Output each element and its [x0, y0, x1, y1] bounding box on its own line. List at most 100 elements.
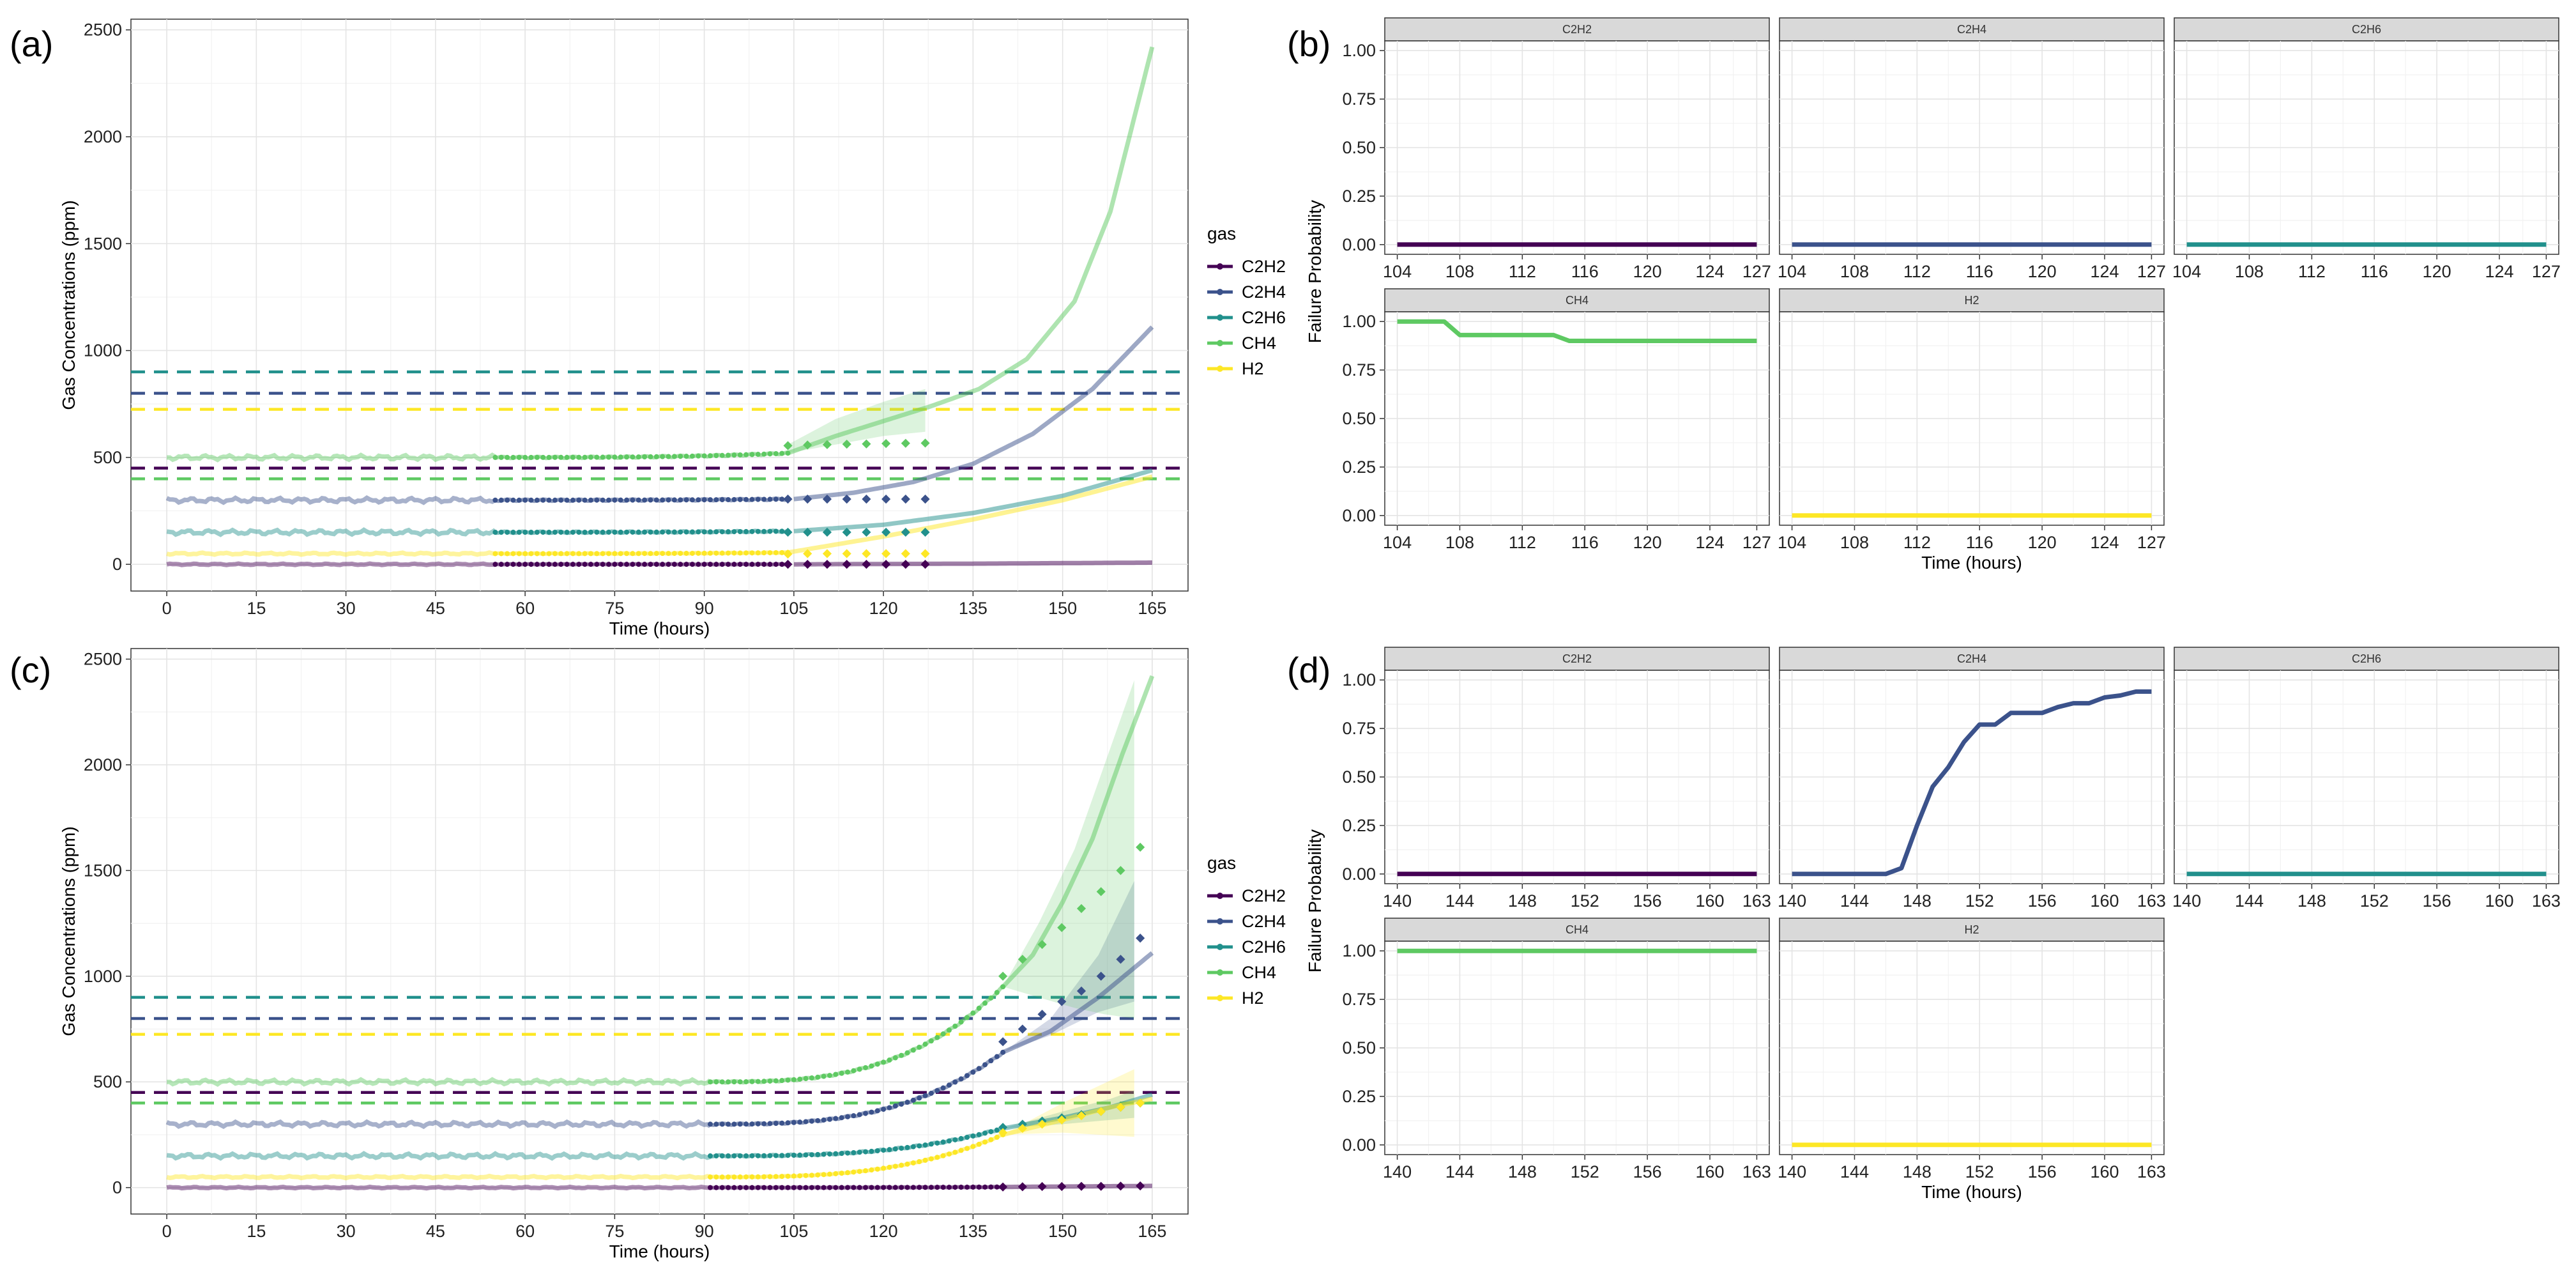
forecast-point-ch4: [822, 440, 832, 449]
legend-key-dot-ch4: [1217, 340, 1223, 346]
observed-point-h2: [678, 551, 683, 557]
x-tick-label: 120: [869, 1222, 898, 1241]
facet-strip-label: C2H6: [2352, 652, 2381, 665]
y-tick-label: 0.50: [1342, 1038, 1376, 1057]
observed-point-h2: [653, 551, 659, 557]
observed-point-c2h4: [731, 496, 737, 502]
x-tick-label: 140: [2172, 891, 2201, 911]
panel-label-b: (b): [1287, 24, 1330, 64]
panel-b-failure-probability-chart: C2H2 0.00 0.25 0.50 0.75 1.00 104 108 112 116 120 1…: [1305, 17, 2561, 573]
facet-strip-label: C2H2: [1562, 23, 1592, 36]
observed-point-c2h4: [564, 497, 570, 503]
observed-point-ch4: [505, 454, 510, 460]
observed-point-h2: [612, 551, 618, 557]
facet-strip: [1384, 288, 1770, 312]
x-tick-label: 108: [2235, 262, 2264, 281]
history-line-c2h6: [166, 527, 497, 537]
y-axis-title: Gas Concentrations (ppm): [59, 826, 79, 1036]
observed-point-c2h6: [994, 1127, 1000, 1133]
observed-point-h2: [922, 1157, 928, 1163]
observed-point-h2: [719, 550, 725, 556]
observed-point-h2: [588, 551, 593, 557]
forecast-point-c2h2: [901, 560, 910, 569]
observed-point-c2h4: [928, 1090, 934, 1096]
observed-point-c2h6: [689, 529, 695, 535]
x-tick-label: 156: [2028, 891, 2057, 911]
x-tick-label: 124: [2485, 262, 2513, 281]
observed-point-c2h2: [492, 562, 498, 567]
uncertainty-band-ch4: [1003, 680, 1134, 1018]
observed-point-c2h2: [612, 562, 618, 567]
observed-point-c2h2: [726, 1185, 731, 1190]
x-tick-label: 152: [1965, 891, 1994, 911]
observed-point-h2: [928, 1156, 934, 1162]
observed-point-ch4: [755, 1079, 761, 1084]
x-tick-label: 112: [1509, 533, 1536, 552]
observed-point-c2h4: [707, 497, 713, 503]
observed-point-c2h6: [910, 1144, 916, 1149]
y-tick-label: 2500: [84, 650, 122, 669]
forecast-point-c2h2: [822, 560, 832, 569]
observed-point-c2h2: [988, 1184, 994, 1190]
y-tick-label: 0.00: [1342, 1135, 1376, 1155]
observed-point-ch4: [767, 451, 773, 457]
observed-point-c2h2: [696, 562, 701, 567]
observed-point-ch4: [678, 454, 683, 459]
observed-point-c2h2: [922, 1185, 928, 1190]
observed-point-h2: [570, 551, 575, 557]
x-tick-label: 75: [605, 1222, 624, 1241]
x-tick-label: 112: [1903, 262, 1931, 281]
observed-point-c2h6: [606, 529, 612, 535]
observed-point-c2h6: [546, 529, 552, 535]
panel-label-c: (c): [10, 650, 51, 690]
observed-point-c2h4: [726, 496, 731, 502]
forecast-point-h2: [822, 549, 832, 558]
observed-point-c2h6: [505, 529, 510, 535]
observed-point-c2h2: [606, 562, 612, 567]
observed-point-c2h6: [845, 1150, 851, 1156]
observed-point-h2: [767, 1174, 773, 1180]
observed-point-ch4: [785, 1077, 791, 1083]
observed-point-c2h2: [821, 1185, 827, 1190]
forecast-point-ch4: [1057, 923, 1067, 932]
observed-point-h2: [988, 1137, 994, 1142]
observed-point-c2h4: [713, 1121, 719, 1127]
observed-point-c2h4: [785, 1120, 791, 1126]
x-tick-label: 116: [1571, 262, 1599, 281]
observed-point-c2h6: [803, 1152, 809, 1158]
legend-label-h2: H2: [1242, 988, 1264, 1008]
observed-point-c2h2: [749, 1185, 755, 1190]
observed-point-h2: [689, 550, 695, 556]
x-tick-label: 163: [2137, 891, 2166, 911]
observed-point-ch4: [528, 454, 534, 460]
forecast-point-c2h4: [783, 495, 793, 504]
observed-point-ch4: [516, 454, 522, 460]
observed-point-ch4: [761, 451, 767, 457]
forecast-point-ch4: [1037, 940, 1047, 949]
observed-point-c2h6: [731, 529, 737, 535]
observed-point-c2h6: [755, 528, 761, 534]
observed-point-c2h2: [767, 1185, 773, 1190]
y-tick-label: 0.00: [1342, 865, 1376, 884]
observed-point-c2h6: [510, 529, 516, 535]
observed-point-c2h4: [958, 1076, 964, 1082]
observed-point-h2: [970, 1144, 976, 1149]
observed-point-h2: [917, 1158, 922, 1164]
x-tick-label: 163: [2532, 891, 2561, 911]
observed-point-c2h6: [827, 1151, 832, 1157]
observed-point-ch4: [922, 1042, 928, 1047]
observed-point-c2h2: [874, 1185, 880, 1190]
observed-point-c2h2: [540, 562, 546, 567]
x-tick-label: 116: [1571, 533, 1599, 552]
observed-point-ch4: [594, 454, 600, 460]
observed-point-ch4: [827, 1073, 832, 1079]
y-axis-title: Failure Probability: [1305, 200, 1325, 343]
y-axis-title: Gas Concentrations (ppm): [59, 200, 79, 410]
observed-point-c2h6: [570, 529, 575, 535]
observed-point-c2h4: [594, 497, 600, 503]
observed-point-c2h2: [678, 562, 683, 567]
observed-point-h2: [773, 550, 779, 555]
observed-point-h2: [958, 1148, 964, 1153]
observed-point-ch4: [653, 454, 659, 459]
x-tick-label: 104: [1383, 533, 1412, 552]
